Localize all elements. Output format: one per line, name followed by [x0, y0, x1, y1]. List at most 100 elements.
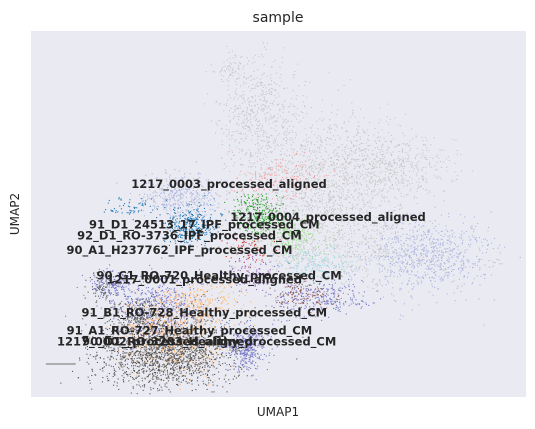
point [468, 244, 470, 246]
point [304, 272, 306, 274]
point [240, 214, 242, 216]
point [443, 161, 445, 163]
point [420, 245, 422, 247]
point [323, 167, 325, 169]
point [399, 254, 401, 256]
point [364, 176, 366, 178]
point [264, 46, 266, 48]
point [198, 223, 200, 225]
point [318, 135, 320, 137]
point [196, 209, 198, 211]
point [402, 159, 404, 161]
point [341, 193, 343, 195]
point [268, 224, 270, 226]
point [378, 262, 380, 264]
point [243, 114, 245, 116]
point [228, 52, 230, 54]
point [390, 176, 392, 178]
point [368, 246, 370, 248]
point [341, 170, 343, 172]
point [310, 217, 312, 219]
point [486, 248, 488, 250]
point [216, 222, 218, 224]
point [420, 245, 422, 247]
point [291, 163, 293, 165]
point [346, 130, 348, 132]
point [333, 255, 335, 257]
point [345, 172, 347, 174]
point [319, 267, 321, 269]
point [184, 249, 186, 251]
point [262, 214, 264, 216]
point [335, 149, 337, 151]
point [374, 220, 376, 222]
point [278, 133, 280, 135]
point [197, 208, 199, 210]
point [256, 217, 258, 219]
point [339, 166, 341, 168]
point [431, 242, 433, 244]
point [381, 256, 383, 258]
point [225, 128, 227, 130]
point [426, 252, 428, 254]
point [239, 142, 241, 144]
point [426, 181, 428, 183]
point [389, 161, 391, 163]
point [240, 56, 242, 58]
point [179, 215, 181, 217]
point [286, 128, 288, 130]
point [398, 182, 400, 184]
point [480, 258, 482, 260]
point [398, 144, 400, 146]
point [310, 162, 312, 164]
point [442, 242, 444, 244]
point [260, 181, 262, 183]
point [376, 225, 378, 227]
point [305, 275, 307, 277]
point [292, 217, 294, 219]
point [263, 96, 265, 98]
point [398, 257, 400, 259]
point [356, 217, 358, 219]
point [342, 178, 344, 180]
point [439, 244, 441, 246]
point [235, 105, 237, 107]
point [198, 236, 200, 238]
point [300, 144, 302, 146]
point [415, 220, 417, 222]
point [197, 178, 199, 180]
point [254, 144, 256, 146]
point [378, 176, 380, 178]
point [252, 163, 254, 165]
point [489, 266, 491, 268]
point [352, 270, 354, 272]
point [350, 149, 352, 151]
point [277, 169, 279, 171]
point [281, 265, 283, 267]
point [340, 221, 342, 223]
point [201, 195, 203, 197]
point [313, 161, 315, 163]
point [404, 243, 406, 245]
point [373, 166, 375, 168]
point [336, 173, 338, 175]
point [409, 140, 411, 142]
point [351, 218, 353, 220]
point [291, 169, 293, 171]
point [345, 146, 347, 148]
point [327, 187, 329, 189]
point [190, 184, 192, 186]
point [206, 197, 208, 199]
point [263, 245, 265, 247]
point [343, 175, 345, 177]
point [315, 213, 317, 215]
point [229, 65, 231, 67]
point [397, 237, 399, 239]
point [326, 204, 328, 206]
point [316, 227, 318, 229]
point [392, 160, 394, 162]
point [417, 277, 419, 279]
point [191, 198, 193, 200]
point [313, 171, 315, 173]
point [463, 263, 465, 265]
